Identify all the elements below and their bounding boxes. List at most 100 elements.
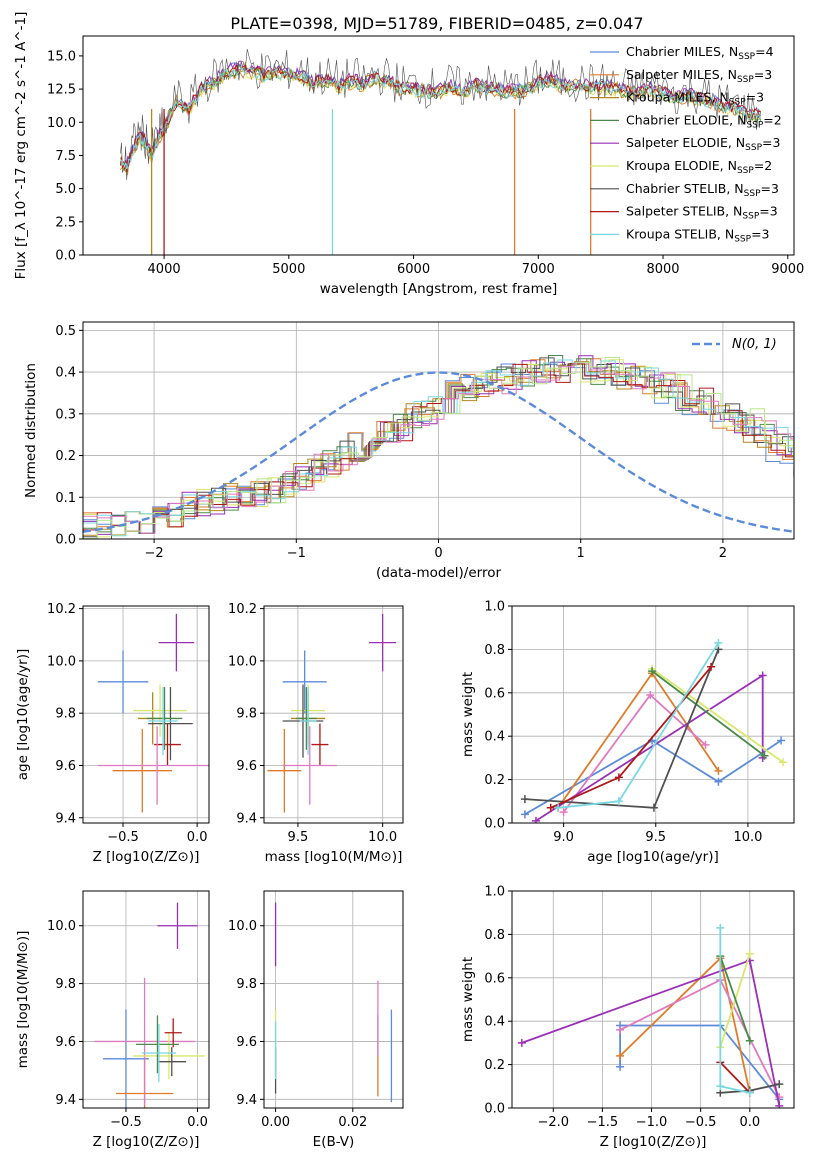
legend-label-subscript: SSP <box>737 166 754 176</box>
x-tick-label: −1.0 <box>636 1115 668 1130</box>
x-tick-label: 9000 <box>771 262 804 277</box>
y-tick-label: 0.4 <box>484 1015 505 1030</box>
x-tick-label: 1 <box>577 546 585 561</box>
legend-label-subscript: SSP <box>737 75 754 85</box>
x-tick-label: −2 <box>145 546 164 561</box>
y-tick-label: 0.5 <box>55 324 76 339</box>
x-axis-label: wavelength [Angstrom, rest frame] <box>320 281 558 297</box>
y-tick-label: 10.0 <box>47 654 76 669</box>
y-tick-label: 0.6 <box>484 971 505 986</box>
y-tick-label: 9.6 <box>55 1035 76 1050</box>
plot-area-massweight_vs_Z <box>517 923 784 1108</box>
x-tick-label: 10.0 <box>733 830 762 845</box>
axes-frame <box>263 605 404 824</box>
plot-area-residuals <box>83 355 794 539</box>
weight-marker <box>614 797 623 806</box>
y-tick-label: 9.4 <box>55 1093 76 1108</box>
histogram-series-10 <box>83 357 794 539</box>
legend-label-value: =3 <box>761 181 779 196</box>
weight-marker <box>554 803 563 812</box>
legend-label: Chabrier STELIB, N <box>626 181 744 196</box>
x-axis-label: mass [log10(M/M⊙)] <box>265 849 403 865</box>
legend-label-subscript: SSP <box>738 52 755 62</box>
y-tick-label: 9.8 <box>55 707 76 722</box>
weight-marker <box>646 690 655 699</box>
y-axis-label: mass weight <box>460 957 476 1042</box>
plot-area-age_vs_Z <box>97 613 209 813</box>
x-tick-label: 10.0 <box>368 830 397 845</box>
weight-marker <box>745 949 754 958</box>
x-tick-label: 0.0 <box>187 1115 208 1130</box>
x-tick-label: −2.0 <box>537 1115 569 1130</box>
weight-marker <box>775 1080 784 1089</box>
weight-marker <box>777 736 786 745</box>
y-tick-label: 9.8 <box>55 977 76 992</box>
axes-frame <box>511 605 795 824</box>
weight-marker <box>707 662 716 671</box>
histogram-series-9 <box>83 362 794 539</box>
chart-massweight_vs_age: 9.0 9.5 10.0 0.0 0.2 0.4 0.6 0.8 1.0 age [log10(a… <box>460 600 795 865</box>
histogram-series-4 <box>83 355 794 539</box>
y-tick-label: 9.6 <box>236 759 257 774</box>
y-tick-label: 9.6 <box>55 759 76 774</box>
y-tick-label: 15.0 <box>47 49 76 64</box>
y-tick-label: 0.2 <box>484 773 505 788</box>
chart-age_vs_mass: 9.5 10.0 9.4 9.6 9.8 10.0 10.2 mass [log10(M/M⊙… <box>228 602 404 865</box>
x-tick-label: 0.0 <box>739 1115 760 1130</box>
legend-label: Kroupa STELIB, N <box>626 226 734 241</box>
x-tick-label: 0.00 <box>261 1115 290 1130</box>
chart-mass_vs_ebv: 0.00 0.02 9.4 9.6 9.8 10.0 E(B-V) <box>228 890 404 1150</box>
y-tick-label: 0.3 <box>55 407 76 422</box>
plot-area-age_vs_mass <box>267 613 397 813</box>
y-tick-label: 12.5 <box>47 83 76 98</box>
legend-label-subscript: SSP <box>734 234 751 244</box>
plot-area-mass_vs_Z <box>94 902 205 1108</box>
weight-marker <box>701 740 710 749</box>
histogram-series-1 <box>83 358 794 539</box>
chart-spectrum: 4000 5000 6000 7000 8000 9000 0.0 2.5 5.0 7.5 10.0… <box>13 12 804 297</box>
y-tick-label: 10.0 <box>47 919 76 934</box>
weight-marker <box>616 1062 625 1071</box>
weight-series-4 <box>651 668 784 763</box>
x-tick-label: −0.5 <box>110 1115 142 1130</box>
weight-marker <box>616 1051 625 1060</box>
y-tick-label: 9.8 <box>236 707 257 722</box>
weight-marker <box>531 816 540 823</box>
y-tick-label: 5.0 <box>55 182 76 197</box>
weight-marker <box>648 667 657 676</box>
weight-marker <box>716 923 725 932</box>
x-tick-label: −0.5 <box>685 1115 717 1130</box>
plot-area-massweight_vs_age <box>520 638 787 823</box>
legend-label: Chabrier ELODIE, N <box>626 112 746 127</box>
histogram-series-8 <box>83 359 794 539</box>
weight-marker <box>614 773 623 782</box>
legend-label-value: =3 <box>762 135 780 150</box>
axes-frame <box>82 605 210 824</box>
weight-series-7 <box>719 1061 751 1094</box>
x-tick-label: 8000 <box>646 262 679 277</box>
legend-label-subscript: SSP <box>746 120 763 130</box>
legend-entry: Salpeter MILES, NSSP=3 <box>626 67 772 85</box>
y-tick-label: 0.4 <box>55 366 76 381</box>
y-tick-label: 0.0 <box>484 1102 505 1117</box>
y-axis-label: mass weight <box>460 672 476 757</box>
legend-label-value: =4 <box>755 44 773 59</box>
weight-marker <box>758 671 767 680</box>
weight-marker <box>714 766 723 775</box>
spectrum-series-6 <box>120 48 761 181</box>
y-tick-label: 0.0 <box>55 249 76 264</box>
y-axis-label: Normed distribution <box>23 363 39 498</box>
y-tick-label: 10.0 <box>228 654 257 669</box>
y-tick-label: 0.2 <box>484 1058 505 1073</box>
legend-label: Salpeter MILES, N <box>626 67 737 82</box>
y-tick-label: 9.6 <box>236 1035 257 1050</box>
x-tick-label: 0.02 <box>338 1115 367 1130</box>
axes-frame <box>82 35 795 256</box>
weight-marker <box>517 1038 526 1047</box>
x-axis-label: age [log10(age/yr)] <box>587 849 719 865</box>
y-tick-label: 10.2 <box>228 602 257 617</box>
y-tick-label: 1.0 <box>484 600 505 615</box>
y-tick-label: 10.0 <box>47 116 76 131</box>
weight-marker <box>714 777 723 786</box>
